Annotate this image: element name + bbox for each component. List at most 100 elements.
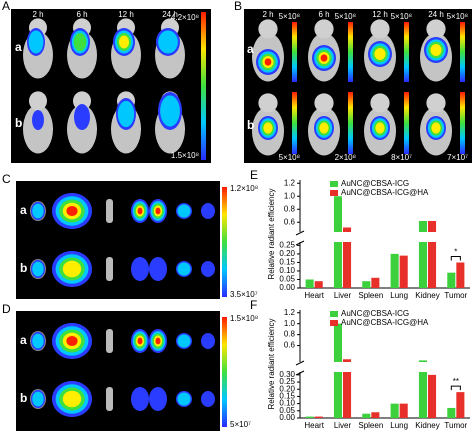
mouse-head	[426, 93, 446, 113]
bar	[305, 279, 314, 288]
colorbar	[222, 187, 227, 297]
scale-min: 3.5×10⁷	[230, 290, 258, 299]
time-label: 12 h	[118, 10, 134, 19]
signal	[263, 122, 273, 134]
tumor	[201, 333, 215, 349]
colorbar	[348, 22, 353, 82]
bar	[428, 220, 437, 288]
colorbar	[201, 12, 206, 160]
bar	[456, 262, 465, 288]
bar	[314, 416, 323, 418]
signal	[73, 33, 87, 51]
bar	[447, 272, 456, 288]
row-label: b	[247, 118, 254, 132]
signal	[155, 207, 161, 215]
y-tick-label: 0.6	[284, 341, 296, 350]
significance: *	[454, 248, 457, 257]
x-tick-label: Liver	[334, 421, 352, 430]
mouse-head	[370, 93, 390, 113]
signal	[264, 58, 272, 66]
x-tick-label: Kidney	[415, 421, 439, 430]
colorbar	[460, 22, 465, 82]
row-label: b	[15, 116, 22, 130]
y-tick-label: 0.6	[284, 217, 296, 226]
colorbar	[292, 92, 297, 154]
colorbar	[292, 22, 297, 82]
y-tick-label: 1.2	[284, 178, 296, 187]
signal	[131, 257, 149, 281]
mouse-head	[258, 19, 278, 39]
x-tick-label: Lung	[390, 421, 408, 430]
time-label: 2 h	[262, 10, 273, 19]
legend-swatch	[330, 181, 338, 187]
scale-max: 1.2×10⁸	[230, 184, 258, 193]
signal	[149, 387, 167, 411]
colorbar	[460, 92, 465, 154]
tumor	[201, 261, 215, 277]
signal	[320, 54, 328, 62]
time-label: 24 h	[162, 10, 178, 19]
signal	[137, 337, 143, 345]
panel-label: D	[2, 302, 11, 316]
legend-label: AuNC@CBSA-ICG@HA	[341, 188, 429, 197]
time-label: 12 h	[372, 10, 388, 19]
legend-label: AuNC@CBSA-ICG@HA	[341, 318, 429, 327]
signal	[177, 392, 191, 406]
signal	[158, 30, 178, 54]
y-tick-label: 0.8	[284, 204, 296, 213]
y-tick-label: 0.25	[279, 377, 295, 386]
x-tick-label: Kidney	[415, 291, 439, 300]
y-tick-label: 0.30	[279, 370, 295, 379]
y-tick-label: 0.05	[279, 275, 295, 284]
signal	[32, 203, 44, 219]
panel-label: C	[2, 172, 11, 186]
signal	[32, 261, 44, 277]
bar	[456, 392, 465, 418]
scale-top: 5×10⁸	[279, 12, 300, 21]
signal	[62, 390, 82, 408]
bar	[428, 374, 437, 418]
legend-label: AuNC@CBSA-ICG	[341, 309, 409, 318]
time-label: 6 h	[76, 10, 87, 19]
colorbar	[404, 92, 409, 154]
panel-label: E	[250, 168, 258, 182]
legend-label: AuNC@CBSA-ICG	[341, 179, 409, 188]
significance-bracket	[450, 385, 461, 391]
signal	[155, 337, 161, 345]
time-label: 2 h	[32, 10, 43, 19]
bar	[333, 323, 342, 418]
mouse-head	[314, 19, 334, 39]
scale-top: 5×10⁸	[335, 12, 356, 21]
y-tick-label: 0.10	[279, 266, 295, 275]
x-tick-label: Spleen	[358, 291, 383, 300]
bar	[362, 413, 371, 418]
time-label: 6 h	[318, 10, 329, 19]
x-tick-label: Tumor	[444, 291, 467, 300]
y-tick-label: 0.00	[279, 413, 295, 422]
colorbar	[404, 22, 409, 82]
signal	[62, 260, 82, 278]
signal	[431, 122, 441, 134]
scale-bottom: 5×10⁸	[279, 153, 300, 162]
panel-label: B	[234, 0, 242, 13]
colorbar	[222, 317, 227, 427]
mouse-head	[73, 91, 91, 111]
bar	[399, 403, 408, 418]
scale-top: 5×10⁸	[447, 12, 468, 21]
y-tick-label: 0.20	[279, 384, 295, 393]
scale-bottom: 2×10⁸	[335, 153, 356, 162]
scale-bottom: 8×10⁷	[391, 153, 412, 162]
tumor	[201, 391, 215, 407]
bar	[371, 277, 380, 288]
x-tick-label: Spleen	[358, 421, 383, 430]
signal	[66, 335, 78, 347]
bar	[314, 281, 323, 288]
time-label: 24 h	[428, 10, 444, 19]
significance-bracket	[450, 255, 461, 261]
signal	[430, 44, 442, 56]
scale-max: 1.5×10⁸	[230, 314, 258, 323]
y-tick-label: 1.2	[284, 308, 296, 317]
bar	[362, 281, 371, 288]
scale-bottom: 7×10⁷	[447, 153, 468, 162]
y-tick-label: 0.8	[284, 330, 296, 339]
